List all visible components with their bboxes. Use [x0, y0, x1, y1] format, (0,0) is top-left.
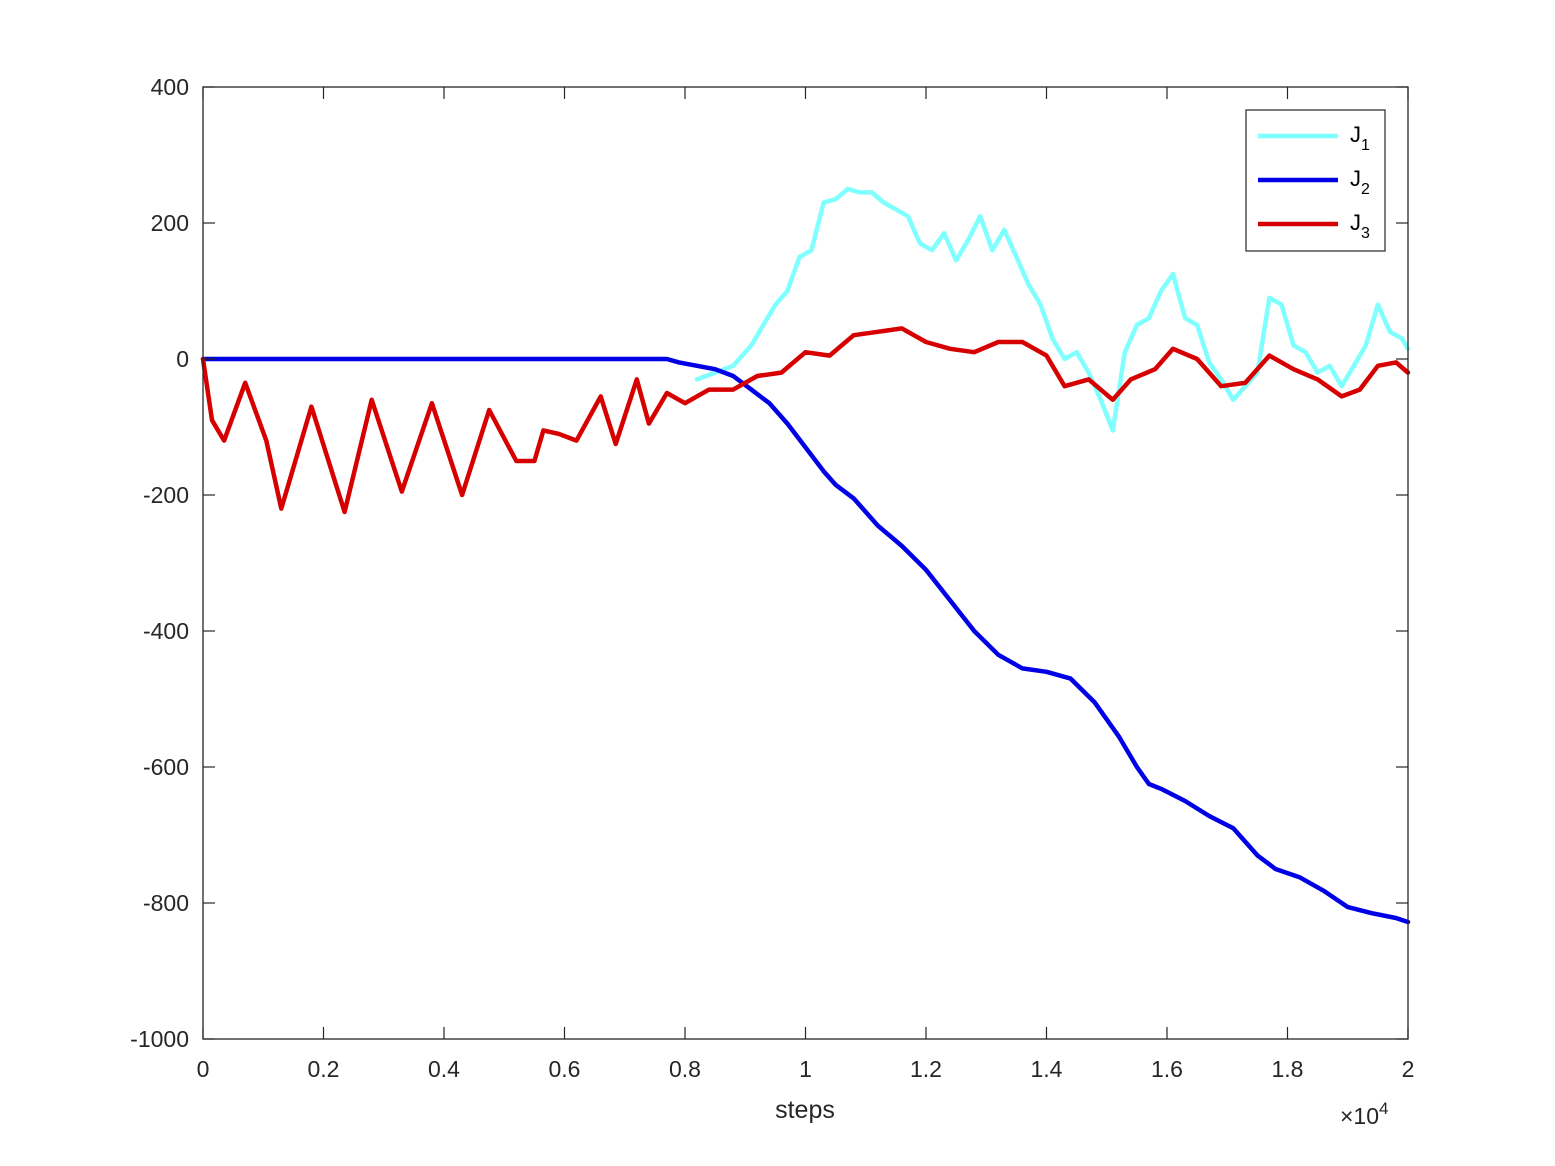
x-exponent-base: ×10 [1340, 1103, 1379, 1129]
series-layer [200, 186, 1411, 925]
plot-area-background [203, 87, 1408, 1039]
x-tick-label: 0.8 [669, 1056, 701, 1082]
x-exponent-label: ×104 [1340, 1099, 1388, 1129]
x-tick-label: 1.6 [1151, 1056, 1183, 1082]
y-tick-label: 200 [151, 210, 189, 236]
series-line-j1 [694, 186, 1411, 433]
legend-label-j1: J1 [1350, 122, 1370, 154]
x-axis-label: steps [775, 1096, 835, 1124]
x-tick-label: 0.2 [308, 1056, 340, 1082]
series-line-j2 [200, 356, 1411, 925]
y-tick-label: -1000 [130, 1026, 189, 1052]
legend: J1 J2 J3 [1245, 109, 1386, 252]
y-tick-label: -800 [143, 890, 189, 916]
legend-label-j2: J2 [1350, 166, 1370, 198]
x-exponent-power: 4 [1379, 1099, 1388, 1118]
x-tick-label: 0 [197, 1056, 210, 1082]
svg-text:×104: ×104 [1340, 1099, 1388, 1129]
legend-label-j3: J3 [1350, 210, 1370, 242]
x-tick-label: 0.4 [428, 1056, 460, 1082]
y-tick-label: 400 [151, 74, 189, 100]
y-tick-label: -600 [143, 754, 189, 780]
x-tick-label: 1.4 [1031, 1056, 1063, 1082]
x-tick-label: 2 [1402, 1056, 1415, 1082]
ticks-layer: 0 0.2 0.4 0.6 0.8 1 1.2 1.4 1.6 1.8 2 -1000 -800 -600… [130, 74, 1414, 1082]
y-tick-label: -200 [143, 482, 189, 508]
x-tick-label: 0.6 [549, 1056, 581, 1082]
x-tick-label: 1.2 [910, 1056, 942, 1082]
y-tick-label: -400 [143, 618, 189, 644]
x-tick-label: 1 [799, 1056, 812, 1082]
series-line-j3 [200, 326, 1411, 515]
x-tick-label: 1.8 [1272, 1056, 1304, 1082]
y-tick-label: 0 [176, 346, 189, 372]
